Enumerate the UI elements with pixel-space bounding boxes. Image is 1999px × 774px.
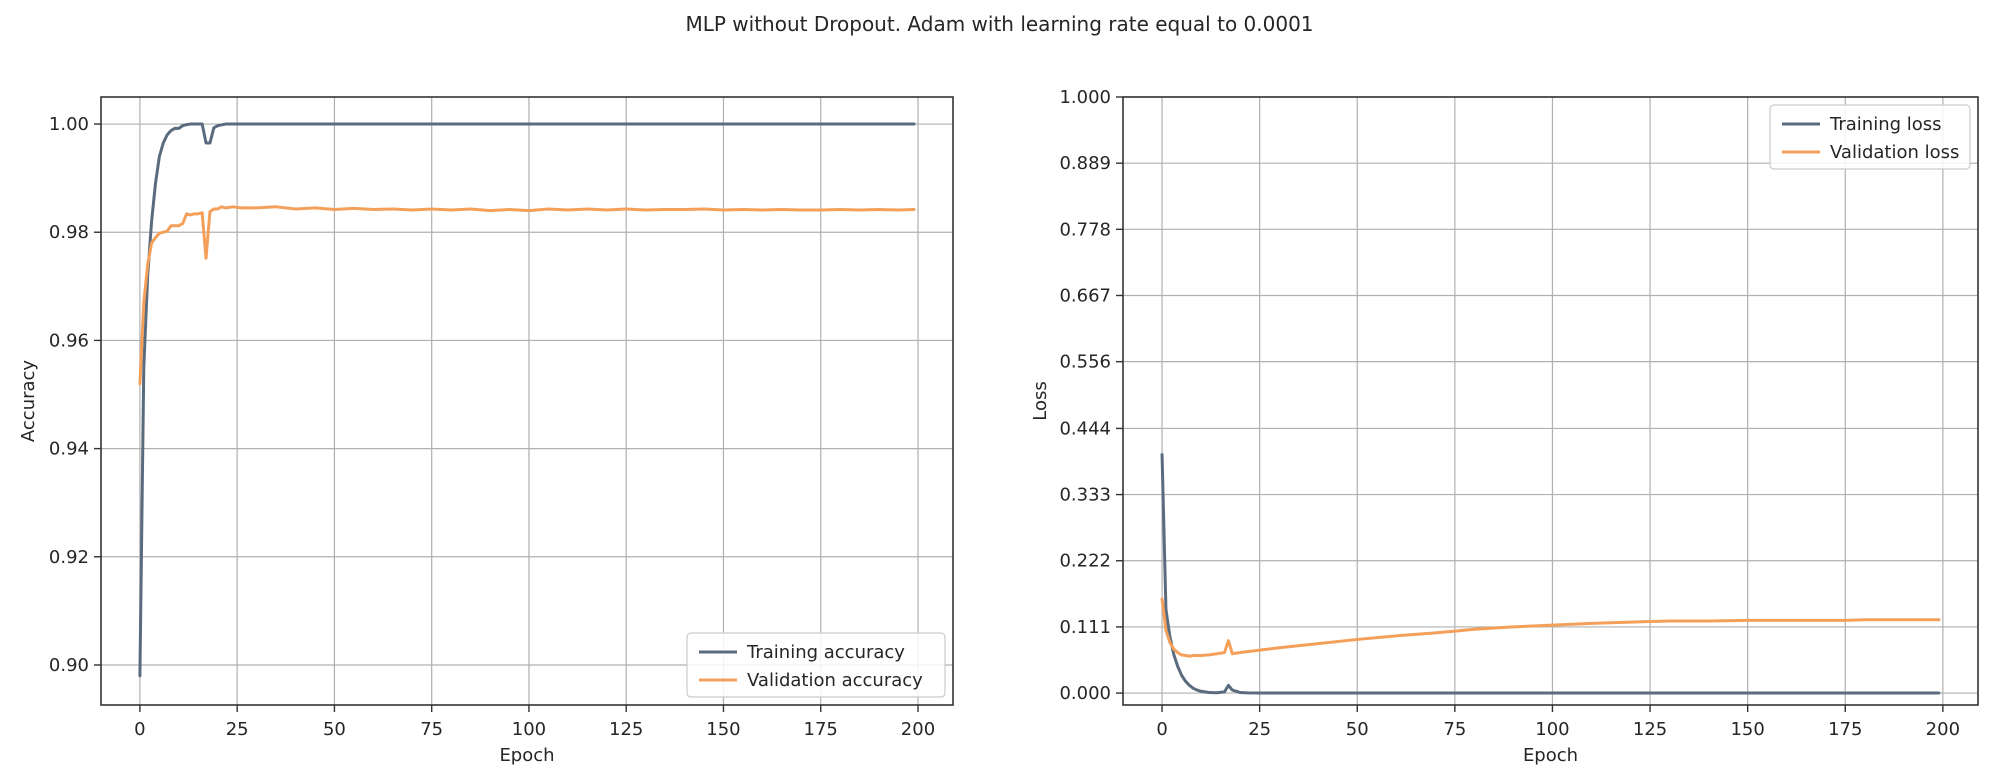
legend-box [686,632,946,698]
legend-label-1: Training accuracy [746,642,905,663]
y-tick-label: 0.778 [1059,219,1111,240]
x-tick-label: 175 [1828,719,1862,740]
y-tick-label: 1.00 [49,114,89,135]
x-tick-label: 125 [609,719,643,740]
figure-title: MLP without Dropout. Adam with learning … [685,12,1314,36]
x-tick-label: 200 [901,719,935,740]
y-tick-label: 0.222 [1059,551,1111,572]
y-tick-label: 0.667 [1059,285,1111,306]
x-tick-label: 0 [134,719,145,740]
x-tick-label: 150 [706,719,740,740]
series-line-1 [138,122,916,678]
x-axis-label: Epoch [1523,745,1578,766]
legend-label-2: Validation loss [1830,142,1959,163]
plot-area [101,97,953,705]
y-axis-label: Loss [1030,381,1051,420]
y-tick-label: 0.94 [49,439,89,460]
series-line-2 [1160,597,1941,658]
x-tick-label: 0 [1156,719,1167,740]
subplot-2: 0 25 50 75 100 125 150 175 200 0.000 0.111 0.222 0.3… [1030,87,1979,766]
subplot-1: 0 25 50 75 100 125 150 175 200 0.90 0.92 0.94 0.96 0.… [18,96,954,766]
axes-frame [100,96,954,706]
y-tick-label: 0.92 [49,547,89,568]
x-tick-label: 100 [1535,719,1569,740]
x-tick-label: 125 [1633,719,1667,740]
legend: Training loss Validation loss [1769,104,1971,170]
x-tick-label: 150 [1730,719,1764,740]
y-tick-label: 0.96 [49,330,89,351]
y-tick-label: 0.444 [1059,418,1111,439]
y-tick-label: 0.889 [1059,153,1111,174]
series-line-2 [138,205,916,386]
legend: Training accuracy Validation accuracy [686,632,946,698]
legend-label-2: Validation accuracy [747,670,923,691]
axes-frame [1122,96,1979,706]
series-line-1 [1160,453,1941,695]
y-tick-label: 0.111 [1059,617,1111,638]
legend-label-1: Training loss [1829,114,1942,135]
plot-area [1123,97,1978,705]
y-tick-label: 0.556 [1059,352,1111,373]
y-tick-label: 0.98 [49,222,89,243]
x-tick-label: 75 [420,719,443,740]
x-tick-label: 25 [226,719,249,740]
x-tick-label: 25 [1248,719,1271,740]
y-tick-label: 0.333 [1059,485,1111,506]
x-tick-label: 200 [1926,719,1960,740]
x-tick-label: 50 [1346,719,1369,740]
y-tick-label: 0.000 [1059,683,1111,704]
y-axis-label: Accuracy [18,360,39,443]
x-tick-label: 175 [804,719,838,740]
x-axis-label: Epoch [499,745,554,766]
x-tick-label: 50 [323,719,346,740]
y-tick-label: 0.90 [49,655,89,676]
y-tick-label: 1.000 [1059,87,1111,108]
x-tick-label: 100 [512,719,546,740]
x-tick-label: 75 [1443,719,1466,740]
